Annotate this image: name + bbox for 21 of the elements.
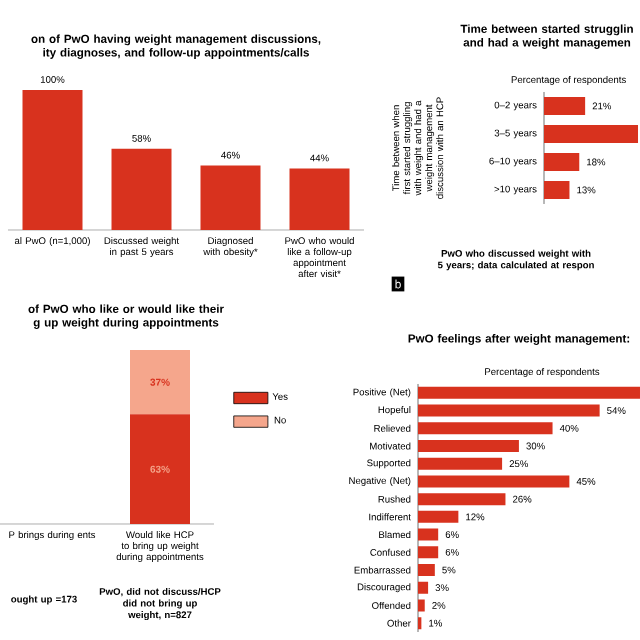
bar <box>418 546 439 559</box>
bar <box>418 475 570 488</box>
bar <box>418 581 429 594</box>
bar <box>22 89 83 230</box>
bar <box>544 124 639 143</box>
bar <box>418 440 519 452</box>
bar <box>544 152 580 171</box>
bar <box>418 457 503 470</box>
bar <box>544 180 570 199</box>
bar <box>418 528 439 541</box>
bar <box>418 386 640 399</box>
bar <box>418 404 600 417</box>
bar <box>418 599 425 612</box>
bar <box>544 96 586 115</box>
bar <box>418 493 506 506</box>
bar <box>289 168 350 230</box>
bar <box>418 510 459 523</box>
bar <box>111 148 172 230</box>
bar <box>418 422 553 435</box>
bar <box>200 165 261 230</box>
bar <box>418 564 435 576</box>
